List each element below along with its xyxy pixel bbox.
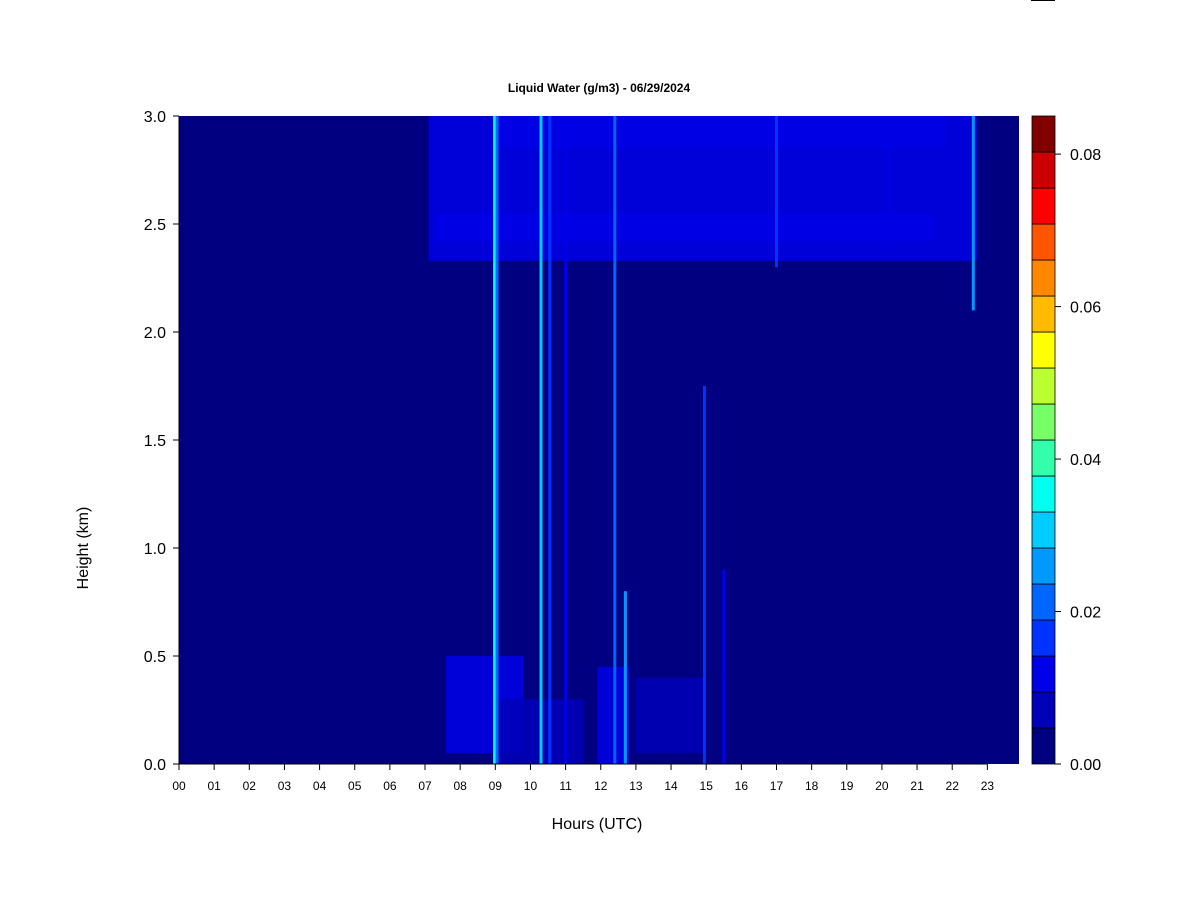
colorbar-swatch (1031, 367, 1056, 405)
cloud-layer-4 (597, 666, 629, 764)
liquid-water-streak-0 (493, 116, 497, 764)
x-axis: 00 01 02 03 04 05 06 07 08 09 10 11 12 13 14 15 16 17 18 19… (172, 763, 995, 793)
x-tick-label: 06 (383, 779, 397, 793)
x-tick-label: 11 (559, 779, 572, 793)
colorbar-tick-label: 0.06 (1070, 300, 1101, 317)
colorbar-swatch (1031, 655, 1056, 693)
colorbar-tick-label: 0.02 (1070, 605, 1101, 622)
colorbar: 0.00 0.02 0.04 0.06 0.08 (1031, 115, 1101, 774)
colorbar-swatch (1031, 295, 1056, 333)
x-axis-label: Hours (UTC) (552, 816, 643, 833)
x-tick-label: 10 (524, 779, 538, 793)
x-tick-label: 16 (735, 779, 749, 793)
colorbar-swatch (1031, 511, 1056, 549)
liquid-water-streak-10 (774, 116, 778, 268)
colorbar-swatch (1031, 475, 1056, 513)
liquid-water-streak-11 (887, 116, 891, 246)
x-tick-label: 13 (629, 779, 643, 793)
colorbar-swatch (1031, 331, 1056, 369)
colorbar-tick-label: 0.04 (1070, 452, 1101, 469)
colorbar-swatch (1031, 223, 1056, 261)
liquid-water-streak-6 (623, 591, 627, 764)
liquid-water-streak-1 (495, 116, 499, 764)
colorbar-swatch (1031, 727, 1056, 765)
y-tick-label: 1.0 (144, 541, 166, 558)
x-tick-label: 01 (207, 779, 221, 793)
x-tick-label: 12 (594, 779, 608, 793)
colorbar-swatch (1031, 583, 1056, 621)
liquid-water-streak-4 (564, 116, 568, 764)
colorbar-swatch (1031, 151, 1056, 189)
x-tick-label: 17 (770, 779, 784, 793)
x-tick-label: 21 (910, 779, 924, 793)
y-tick-label: 0.5 (144, 649, 166, 666)
liquid-water-streak-2 (539, 116, 543, 764)
y-tick-label: 2.5 (144, 217, 166, 234)
cloud-layer-6 (635, 677, 707, 754)
x-tick-label: 14 (664, 779, 678, 793)
x-tick-label: 23 (981, 779, 995, 793)
cloud-layer-1 (435, 213, 935, 242)
colorbar-swatch (1031, 403, 1056, 441)
cloud-layer-5 (495, 699, 584, 764)
x-tick-label: 05 (348, 779, 362, 793)
y-axis: 0.0 0.5 1.0 1.5 2.0 2.5 3.0 (144, 109, 180, 774)
colorbar-swatch (1031, 691, 1056, 729)
y-tick-label: 2.0 (144, 325, 166, 342)
liquid-water-streak-9 (971, 116, 975, 311)
colorbar-swatch (1031, 547, 1056, 585)
colorbar-swatch (1031, 439, 1056, 477)
corner-mark (1031, 0, 1055, 1)
liquid-water-streak-8 (722, 569, 726, 764)
y-tick-label: 0.0 (144, 757, 166, 774)
x-tick-label: 08 (453, 779, 467, 793)
x-tick-label: 20 (875, 779, 889, 793)
x-tick-label: 03 (278, 779, 292, 793)
x-tick-label: 07 (418, 779, 432, 793)
x-tick-label: 04 (313, 779, 327, 793)
liquid-water-streak-3 (548, 116, 552, 764)
liquid-water-streak-5 (613, 116, 617, 764)
y-axis-label: Height (km) (75, 507, 92, 590)
x-tick-label: 22 (946, 779, 960, 793)
plot-area (179, 116, 1019, 764)
x-tick-label: 18 (805, 779, 819, 793)
chart-title: Liquid Water (g/m3) - 06/29/2024 (508, 81, 691, 95)
colorbar-tick-label: 0.00 (1070, 757, 1101, 774)
colorbar-tick-label: 0.08 (1070, 147, 1101, 164)
colorbar-swatch (1031, 619, 1056, 657)
y-tick-label: 3.0 (144, 109, 166, 126)
x-tick-label: 19 (840, 779, 854, 793)
y-tick-label: 1.5 (144, 433, 166, 450)
x-tick-label: 02 (243, 779, 257, 793)
x-tick-label: 09 (489, 779, 503, 793)
liquid-water-streak-7 (702, 386, 706, 764)
x-tick-label: 15 (700, 779, 714, 793)
colorbar-swatch (1031, 115, 1056, 153)
colorbar-swatch (1031, 259, 1056, 297)
colorbar-swatch (1031, 187, 1056, 225)
cloud-layer-2 (495, 116, 946, 149)
x-tick-label: 00 (172, 779, 186, 793)
